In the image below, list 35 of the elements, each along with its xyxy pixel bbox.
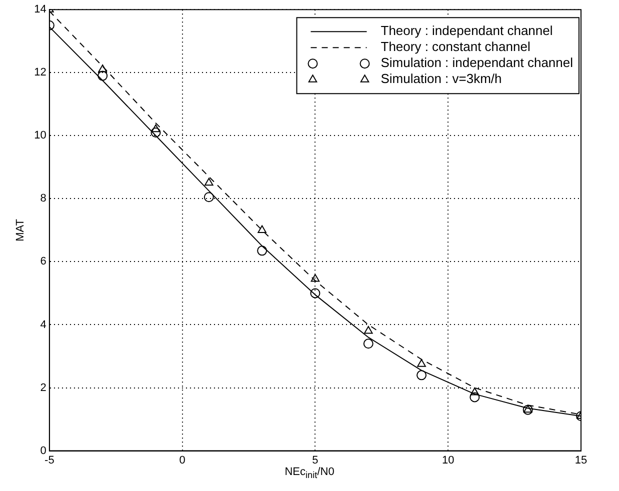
point <box>151 124 160 132</box>
x-tick-label: -5 <box>44 454 54 466</box>
point <box>417 359 426 367</box>
legend-label: Simulation : v=3km/h <box>380 71 502 86</box>
y-tick-label: 6 <box>40 256 46 268</box>
legend-label: Simulation : independant channel <box>380 55 574 70</box>
y-tick-label: 12 <box>34 66 46 79</box>
point <box>416 370 427 380</box>
point <box>204 192 214 202</box>
y-tick-label: 10 <box>34 130 46 142</box>
y-tick-label: 0 <box>40 444 46 457</box>
point <box>364 326 373 334</box>
point <box>257 246 268 256</box>
point <box>98 70 108 81</box>
y-tick-label: 2 <box>40 382 46 394</box>
legend-label: Theory : independant channel <box>380 23 553 38</box>
x-tick-label: 0 <box>179 454 186 466</box>
point <box>258 225 266 233</box>
x-tick-label: 10 <box>442 454 454 466</box>
x-tick-label: 5 <box>312 454 318 466</box>
point <box>470 392 480 402</box>
y-axis-title: MAT <box>14 218 27 242</box>
x-tick-label: 15 <box>574 454 588 466</box>
y-tick-label: 14 <box>34 4 46 16</box>
y-tick-label: 4 <box>40 318 46 331</box>
point <box>98 64 107 72</box>
point <box>310 274 320 282</box>
point <box>310 288 320 298</box>
point <box>150 128 161 138</box>
legend-label: Theory : constant channel <box>380 39 530 54</box>
point <box>204 178 214 186</box>
point <box>470 388 480 396</box>
x-axis-title: NEc$_{init}$/N0 <box>284 466 336 480</box>
point <box>363 338 374 349</box>
y-tick-label: 8 <box>40 192 46 205</box>
